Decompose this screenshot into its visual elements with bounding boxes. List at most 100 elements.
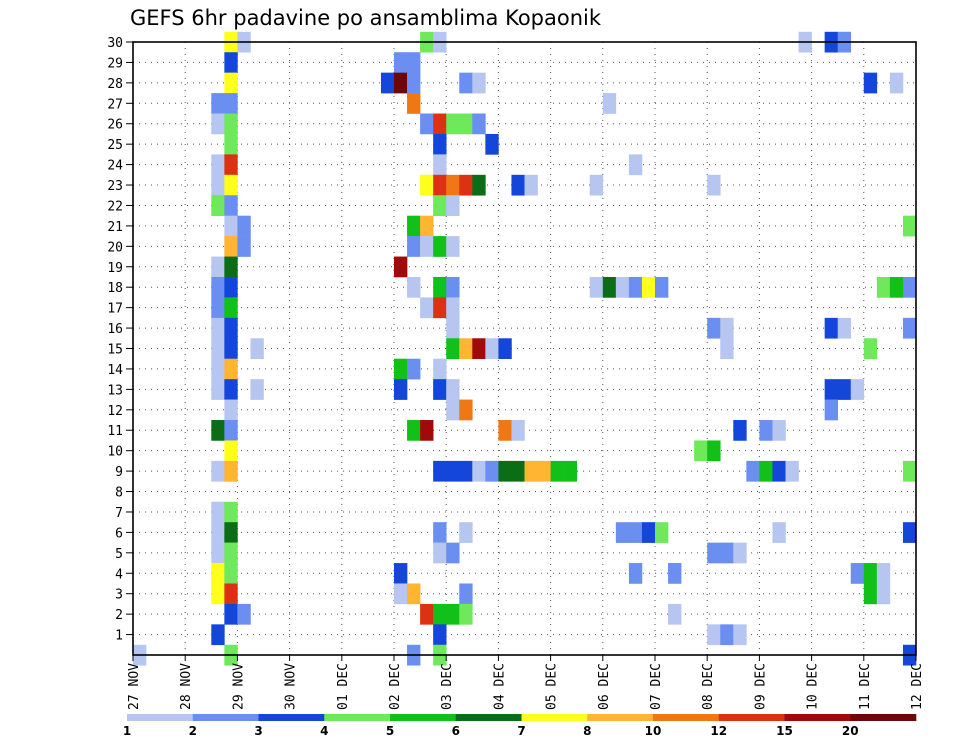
y-tick-label: 9: [115, 465, 123, 480]
heatmap-cell: [224, 154, 238, 176]
heatmap-cell: [224, 420, 238, 441]
heatmap-cell: [837, 379, 852, 400]
heatmap-cell: [628, 522, 643, 543]
y-tick-label: 5: [115, 547, 123, 562]
y-tick-label: 25: [107, 138, 123, 153]
colorbar-segment: [390, 714, 457, 721]
heatmap-cell: [224, 338, 238, 360]
heatmap-cell: [720, 317, 734, 339]
x-tick-label: 11 DEC: [858, 663, 873, 710]
heatmap-cell: [211, 276, 225, 298]
heatmap-cell: [876, 276, 891, 298]
heatmap-cell: [472, 460, 486, 482]
colorbar-label: 7: [517, 724, 525, 738]
heatmap-cell: [902, 317, 917, 339]
heatmap-cell: [211, 93, 225, 114]
y-tick-label: 29: [107, 56, 123, 71]
heatmap-cell: [211, 358, 225, 380]
y-tick-label: 4: [115, 567, 123, 582]
x-tick-label: 29 NOV: [231, 663, 246, 710]
colorbar-label: 3: [254, 724, 262, 738]
heatmap-cell: [641, 522, 656, 543]
heatmap-cell: [224, 256, 238, 278]
heatmap-cell: [211, 256, 225, 278]
heatmap-cell: [433, 542, 447, 564]
heatmap-cell: [902, 215, 917, 237]
y-tick-label: 6: [115, 526, 123, 541]
heatmap-cell: [889, 276, 904, 298]
heatmap-cell: [485, 338, 499, 360]
colorbar-segment: [718, 714, 785, 721]
heatmap-cell: [224, 113, 238, 135]
heatmap-cell: [224, 563, 238, 584]
heatmap-cell: [211, 195, 225, 216]
heatmap-cell: [472, 72, 486, 94]
heatmap-cell: [211, 501, 225, 523]
heatmap-cell: [707, 440, 721, 462]
x-tick-label: 12 DEC: [910, 663, 925, 710]
heatmap-cell: [407, 215, 421, 237]
y-tick-label: 30: [107, 36, 123, 51]
heatmap-cell: [707, 542, 721, 564]
heatmap-cell: [446, 379, 460, 400]
heatmap-cell: [628, 154, 643, 176]
heatmap-cell: [433, 460, 447, 482]
heatmap-cell: [237, 236, 251, 257]
heatmap-cell: [902, 276, 917, 298]
y-tick-label: 3: [115, 588, 123, 603]
heatmap-cell: [224, 522, 238, 543]
heatmap-cell: [824, 399, 838, 421]
heatmap-cell: [250, 379, 264, 400]
heatmap-cell: [224, 52, 238, 73]
heatmap-cell: [498, 460, 512, 482]
heatmap-cell: [433, 522, 447, 543]
heatmap-cell: [433, 236, 447, 257]
colorbar-segment: [587, 714, 654, 721]
heatmap-cell: [224, 133, 238, 155]
y-tick-label: 8: [115, 486, 123, 501]
heatmap-cell: [420, 215, 434, 237]
heatmap-cell: [589, 174, 604, 196]
heatmap-cell: [707, 624, 721, 646]
heatmap-cell: [407, 52, 421, 73]
colorbar-label: 6: [452, 724, 460, 738]
y-tick-label: 21: [107, 220, 123, 235]
heatmap-cell: [407, 72, 421, 94]
heatmap-cell: [889, 72, 904, 94]
heatmap-cell: [224, 93, 238, 114]
heatmap-cell: [211, 317, 225, 339]
heatmap-cell: [876, 583, 891, 605]
heatmap-cell: [211, 420, 225, 441]
heatmap-cell: [850, 379, 865, 400]
heatmap-cell: [394, 256, 408, 278]
heatmap-cell: [902, 460, 917, 482]
x-tick-label: 07 DEC: [649, 663, 664, 710]
heatmap-cell: [772, 460, 786, 482]
y-tick-label: 1: [115, 629, 123, 644]
x-tick-label: 04 DEC: [492, 663, 507, 710]
heatmap-cell: [615, 522, 630, 543]
y-tick-label: 20: [107, 240, 123, 255]
y-tick-label: 17: [107, 302, 123, 317]
heatmap-cell: [446, 276, 460, 298]
heatmap-cell: [485, 460, 499, 482]
heatmap-cell: [211, 113, 225, 135]
grid-lines: [132, 41, 917, 655]
heatmap-cell: [394, 583, 408, 605]
heatmap-cell: [550, 460, 564, 482]
heatmap-cell: [446, 113, 460, 135]
heatmap-cell: [733, 420, 747, 441]
heatmap-cell: [863, 563, 878, 584]
y-tick-label: 22: [107, 199, 123, 214]
heatmap-cell: [224, 215, 238, 237]
heatmap-cell: [707, 174, 721, 196]
heatmap-cell: [446, 195, 460, 216]
x-tick-label: 10 DEC: [806, 663, 821, 710]
colorbar-segment: [258, 714, 325, 721]
heatmap-cell: [459, 338, 473, 360]
heatmap-cell: [511, 420, 525, 441]
heatmap-cell: [420, 236, 434, 257]
heatmap-cell: [863, 72, 878, 94]
y-tick-label: 10: [107, 445, 123, 460]
